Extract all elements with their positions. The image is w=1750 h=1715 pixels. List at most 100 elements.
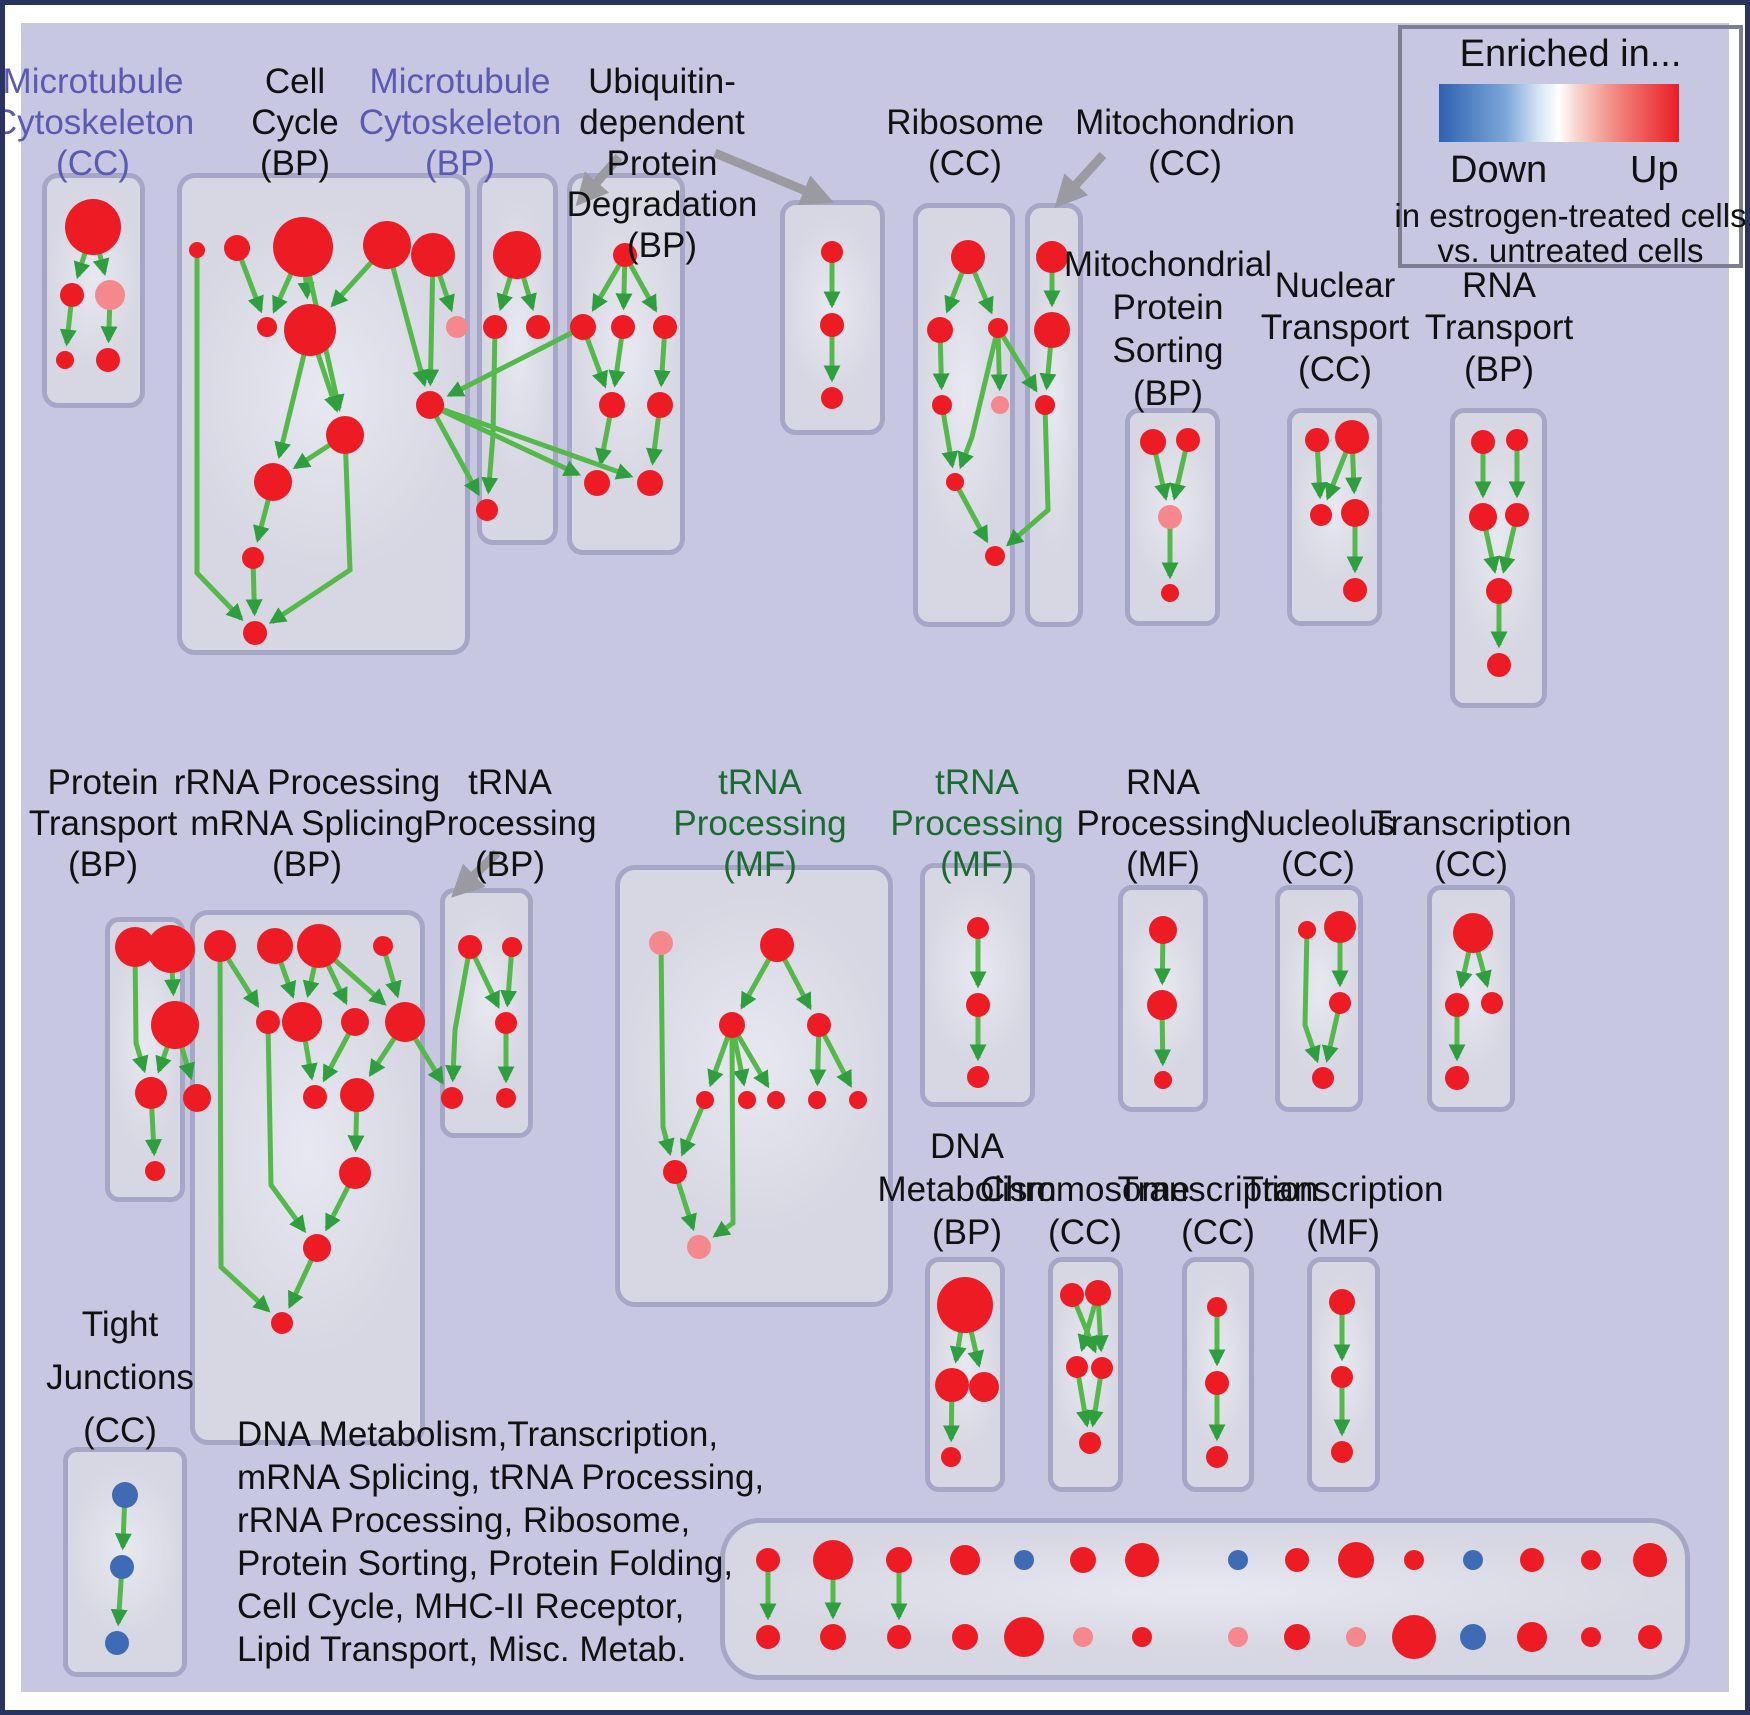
legend-subtitle-2: vs. untreated cells	[1437, 232, 1704, 269]
cluster-label-protein-transport: Protein Transport (BP)	[29, 762, 177, 885]
shared-terms-note-line: Lipid Transport, Misc. Metab.	[237, 1630, 687, 1669]
cluster-label-mitochondrial-protein-sorting: Mitochondrial Protein Sorting (BP)	[1064, 243, 1272, 415]
cluster-box-cell-cycle	[177, 173, 470, 655]
cluster-label-cell-cycle: Cell Cycle (BP)	[251, 61, 339, 184]
label-line: Junctions	[46, 1358, 194, 1397]
shared-terms-note-line: DNA Metabolism,Transcription,	[237, 1415, 719, 1454]
cluster-box-ribosome	[913, 203, 1015, 627]
label-line: DNA	[930, 1127, 1004, 1166]
shared-terms-note-line: rRNA Processing, Ribosome,	[237, 1501, 691, 1540]
cluster-box-dna-metabolism	[925, 1257, 1005, 1492]
label-line: (CC)	[1434, 845, 1508, 884]
label-line: Transcription	[1117, 1170, 1319, 1209]
label-line: Chromosome	[979, 1170, 1191, 1209]
legend-title: Enriched in...	[1459, 33, 1682, 75]
label-line: Ribosome	[886, 103, 1044, 142]
cluster-box-transcription-cc-b	[1182, 1257, 1254, 1492]
legend-down-label: Down	[1450, 149, 1548, 191]
cluster-box-trna-bp	[440, 888, 533, 1138]
label-line: tRNA	[935, 763, 1019, 802]
label-line: Microtubule	[369, 62, 551, 101]
cluster-box-tight-junctions	[63, 1447, 187, 1677]
cluster-box-rrna-mrna	[190, 910, 425, 1445]
label-line: Transcription	[1370, 804, 1572, 843]
label-line: Transcription	[1242, 1170, 1444, 1209]
label-line: Mitochondrial	[1063, 245, 1273, 284]
label-line: (MF)	[1126, 845, 1200, 884]
label-line: (CC)	[928, 144, 1002, 183]
cluster-label-microtubule-bp: Microtubule Cytoskeleton (BP)	[359, 61, 561, 184]
cluster-box-microtubule-cc	[42, 173, 145, 408]
label-line: (BP)	[424, 144, 495, 183]
label-line: Cytoskeleton	[0, 103, 195, 142]
cluster-label-trna-bp: tRNA Processing (BP)	[423, 762, 596, 885]
cluster-box-mitochondrial-protein-sorting	[1125, 408, 1220, 626]
cluster-label-tight-junctions: Tight Junctions (CC)	[46, 1298, 194, 1457]
label-line: Sorting	[1112, 331, 1224, 370]
cluster-box-trna-mf-b	[920, 863, 1035, 1107]
label-line: RNA	[1126, 763, 1200, 802]
label-line: (CC)	[1181, 1213, 1255, 1252]
cluster-box-nucleolus	[1275, 885, 1363, 1112]
cluster-box-chromosome	[1048, 1257, 1123, 1492]
cluster-label-ubiquitin-degradation: Ubiquitin-dependent Protein Degradation (BP…	[567, 61, 758, 266]
legend-subtitle-1: in estrogen-treated cells	[1394, 197, 1747, 234]
label-line: (BP)	[626, 226, 697, 265]
label-line: (MF)	[723, 845, 797, 884]
cluster-label-dna-metabolism: DNA Metabolism (BP)	[878, 1125, 1057, 1254]
label-line: Nucleolus	[1241, 804, 1395, 843]
label-line: Ubiquitin-	[588, 62, 736, 101]
cluster-label-trna-mf-b: tRNA Processing (MF)	[890, 762, 1063, 885]
label-line: (BP)	[271, 845, 342, 884]
label-line: tRNA	[468, 763, 552, 802]
label-line: Tight	[81, 1305, 159, 1344]
label-line: Cytoskeleton	[358, 103, 562, 142]
label-line: (BP)	[67, 845, 138, 884]
cluster-label-transcription-mf: Transcription (MF)	[1243, 1168, 1444, 1254]
label-line: Protein	[47, 763, 159, 802]
cluster-label-rna-processing-mf: RNA Processing (MF)	[1076, 762, 1249, 885]
shared-terms-note-line: mRNA Splicing, tRNA Processing,	[237, 1458, 765, 1497]
legend-gradient-bar	[1439, 84, 1679, 142]
shared-terms-note-line: Cell Cycle, MHC-II Receptor,	[237, 1587, 685, 1626]
cluster-box-transcription-cc-a	[1427, 885, 1515, 1112]
label-line: Cycle	[251, 103, 339, 142]
cluster-label-ribosome: Ribosome (CC)	[886, 102, 1044, 184]
cluster-box-transcription-mf	[1307, 1257, 1380, 1492]
label-line: Mitochondrion	[1075, 103, 1295, 142]
label-line: (CC)	[83, 1411, 157, 1450]
label-line: (CC)	[1281, 845, 1355, 884]
cluster-box-rna-processing-mf	[1118, 885, 1208, 1112]
label-line: Transport	[1424, 308, 1574, 347]
label-line: tRNA	[718, 763, 802, 802]
label-line: (CC)	[56, 144, 130, 183]
label-line: (BP)	[931, 1213, 1002, 1252]
cluster-box-rna-transport	[1450, 408, 1547, 708]
cluster-box-microtubule-bp	[477, 173, 558, 545]
cluster-box-ubiquitin-degradation-2	[780, 200, 885, 435]
label-line: (MF)	[1306, 1213, 1380, 1252]
legend-up-label: Up	[1630, 149, 1679, 191]
label-line: Cell	[264, 62, 326, 101]
shared-terms-note-line: Protein Sorting, Protein Folding,	[237, 1544, 734, 1583]
cluster-box-protein-transport	[105, 917, 185, 1202]
label-line: Protein	[1112, 288, 1224, 327]
label-line: (BP)	[474, 845, 545, 884]
label-line: Metabolism	[877, 1170, 1057, 1209]
cluster-box-shared-terms	[720, 1518, 1690, 1680]
cluster-label-transcription-cc-a: Transcription (CC)	[1371, 803, 1572, 885]
label-line: Microtubule	[2, 62, 184, 101]
legend: Enriched in... Down Up in estrogen-treat…	[1394, 25, 1745, 269]
cluster-label-transcription-cc-b: Transcription (CC)	[1118, 1168, 1319, 1254]
cluster-label-nucleolus: Nucleolus (CC)	[1241, 803, 1395, 885]
cluster-label-mitochondrion: Mitochondrion (CC)	[1075, 102, 1295, 184]
cluster-label-trna-mf-a: tRNA Processing (MF)	[673, 762, 846, 885]
cluster-box-trna-mf-a	[615, 865, 893, 1307]
cluster-label-chromosome: Chromosome (CC)	[980, 1168, 1190, 1254]
label-line: (CC)	[1298, 350, 1372, 389]
label-line: RNA	[1462, 266, 1536, 305]
cluster-label-rna-transport: RNA Transport (BP)	[1425, 265, 1573, 391]
label-line: Processing	[423, 804, 597, 843]
label-line: (CC)	[1148, 144, 1222, 183]
